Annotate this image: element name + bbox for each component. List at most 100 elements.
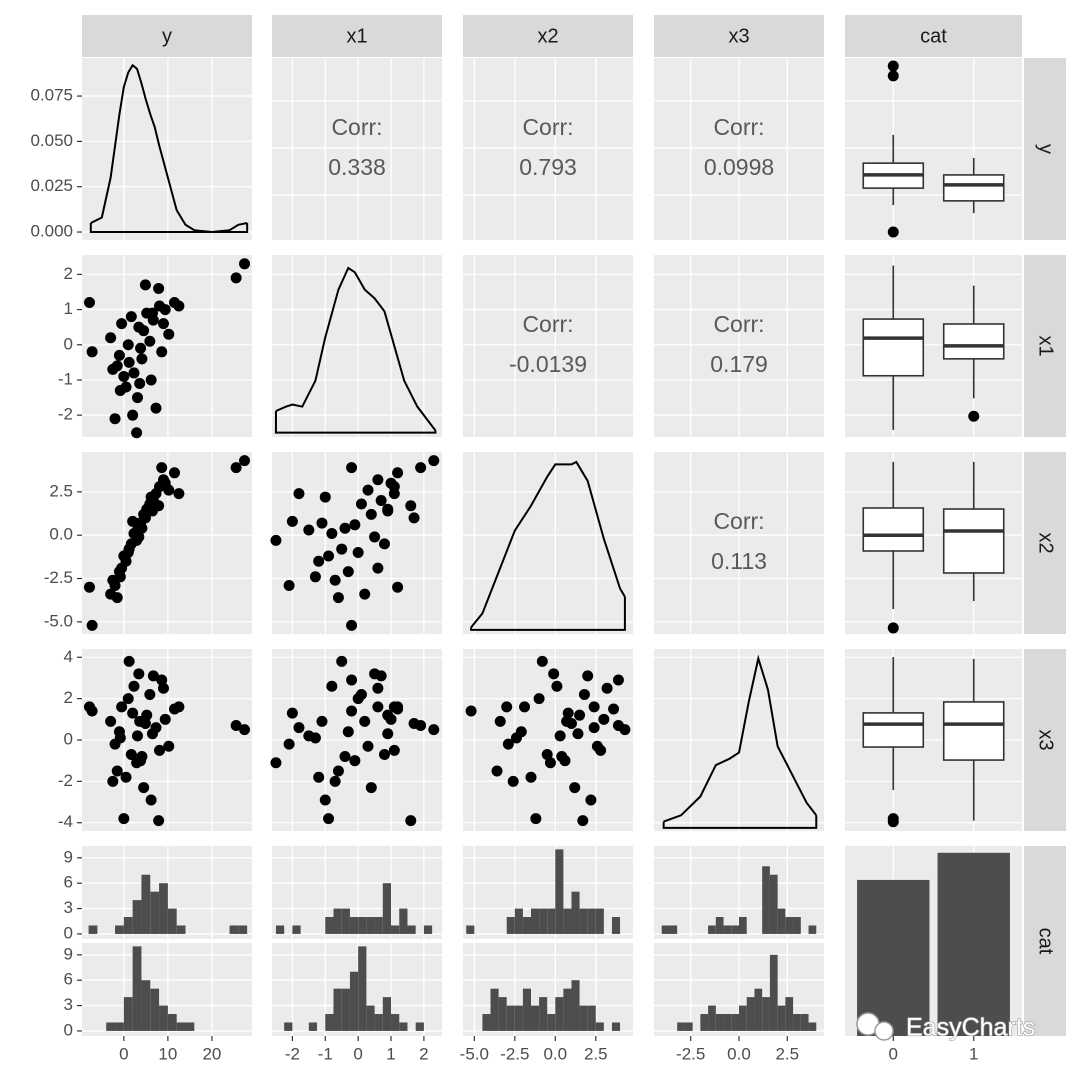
histogram-bar (229, 925, 239, 934)
histogram-bar (571, 980, 580, 1031)
scatter-point (349, 519, 361, 531)
histogram-bar (522, 917, 531, 934)
scatter-point (415, 720, 427, 732)
histogram-bar (366, 917, 375, 934)
scatter-point (230, 272, 242, 284)
density-line (470, 460, 626, 629)
scatter-point (122, 339, 134, 351)
y-tick-label: -2 (58, 405, 73, 424)
scatter-point (270, 757, 282, 769)
scatter-point (342, 566, 354, 578)
scatter-point (510, 732, 522, 744)
scatter-point (582, 670, 594, 682)
correlation-value: 0.0998 (704, 154, 774, 180)
y-tick-label: 0.075 (30, 86, 73, 105)
scatter-point (128, 367, 140, 379)
histogram-bar (731, 1014, 739, 1031)
histogram-bar (150, 891, 160, 934)
histogram-bar (176, 925, 186, 934)
scatter-point (105, 715, 117, 727)
y-tick-label: 0 (64, 1020, 73, 1039)
scatter-point (382, 728, 394, 740)
panel-background (463, 58, 633, 240)
scatter-point (612, 720, 624, 732)
scatter-point (319, 491, 331, 503)
scatter-point (134, 517, 146, 529)
scatter-point (123, 356, 135, 368)
panel-background (82, 58, 252, 240)
histogram-bar (563, 908, 572, 934)
strip-background (654, 15, 824, 57)
scatter-point (392, 467, 404, 479)
strip-background (272, 15, 442, 57)
histogram-bar (514, 908, 523, 934)
histogram-bar (423, 925, 433, 934)
scatter-point (519, 701, 531, 713)
scatter-point (591, 740, 603, 752)
histogram-bar (777, 1005, 786, 1031)
panel-background (845, 58, 1022, 240)
x-tick-label: 0.0 (543, 1044, 567, 1063)
scatter-point (369, 531, 381, 543)
scatter-point (598, 713, 610, 725)
histogram-bar (506, 917, 515, 934)
correlation-label: Corr: (713, 114, 764, 140)
histogram-bar (708, 1005, 716, 1031)
scatter-point (332, 765, 344, 777)
scatter-point (572, 728, 584, 740)
scatter-point (346, 619, 358, 631)
box (942, 701, 1005, 761)
scatter-point (125, 748, 137, 760)
scatter-point (336, 655, 348, 667)
histogram-bar (611, 1022, 621, 1031)
scatter-point (501, 701, 513, 713)
y-tick-label: 2.5 (49, 481, 73, 500)
histogram-bar (399, 1022, 408, 1031)
strip-label: x3 (728, 25, 749, 47)
scatter-point (428, 455, 440, 467)
scatter-point (139, 279, 151, 291)
scatter-point (323, 550, 335, 562)
scatter-point (118, 370, 130, 382)
histogram-bar (739, 917, 747, 934)
histogram-bar (547, 1014, 556, 1031)
scatter-point (146, 307, 158, 319)
scatter-point (127, 409, 139, 421)
scatter-point (163, 484, 175, 496)
histogram-bar (587, 908, 596, 934)
y-tick-label: 3 (64, 898, 73, 917)
scatter-point (378, 748, 390, 760)
scatter-point (352, 547, 364, 559)
scatter-point (544, 757, 556, 769)
strip-background (1024, 452, 1066, 634)
histogram-bar (358, 917, 367, 934)
box-outlier (887, 816, 899, 828)
scatter-point (239, 724, 251, 736)
histogram-bar (739, 1005, 747, 1031)
scatter-point (144, 335, 156, 347)
correlation-value: 0.179 (710, 351, 768, 377)
scatter-point (283, 579, 295, 591)
watermark-icon (874, 1021, 894, 1041)
scatter-point (145, 491, 157, 503)
scatter-point (388, 744, 400, 756)
scatter-point (286, 707, 298, 719)
x-tick-label: -5.0 (460, 1044, 489, 1063)
scatter-point (494, 715, 506, 727)
scatter-point (530, 813, 542, 825)
x-tick-label: -2 (285, 1044, 300, 1063)
box-outlier (887, 622, 899, 634)
scatter-point (336, 543, 348, 555)
scatter-point (385, 477, 397, 489)
scatter-point (551, 680, 563, 692)
scatter-point (309, 732, 321, 744)
scatter-point (135, 342, 147, 354)
y-tick-label: -2.5 (44, 568, 73, 587)
strip-label: x3 (1035, 729, 1057, 750)
histogram-bar (106, 1022, 116, 1031)
scatter-point (120, 771, 132, 783)
histogram-bar (382, 883, 392, 934)
histogram-bar (391, 925, 400, 934)
scatter-point (173, 300, 185, 312)
scatter-point (554, 730, 566, 742)
